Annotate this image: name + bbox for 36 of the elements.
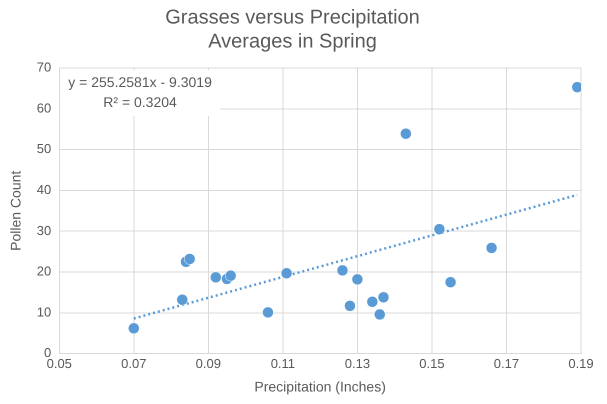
point <box>352 274 364 286</box>
x-tick-label: 0.19 <box>568 356 594 371</box>
annotation: y = 255.2581x - 9.3019 <box>68 74 212 90</box>
y-tick-label: 20 <box>36 264 52 279</box>
point <box>336 264 348 276</box>
x-tick-label: 0.15 <box>419 356 445 371</box>
x-axis-title: Precipitation (Inches) <box>254 378 386 394</box>
point <box>344 300 356 312</box>
x-tick-label: 0.13 <box>344 356 370 371</box>
point <box>128 322 140 334</box>
x-tick-label: 0.17 <box>494 356 520 371</box>
point <box>184 253 196 265</box>
point <box>434 223 446 235</box>
point <box>280 267 292 279</box>
x-tick-label: 0.09 <box>196 356 221 371</box>
y-axis-title: Pollen Count <box>7 170 24 251</box>
point <box>366 296 378 308</box>
y-tick-label: 70 <box>36 60 52 75</box>
annotation: R² = 0.3204 <box>103 94 178 110</box>
y-tick-label: 40 <box>36 182 52 197</box>
y-tick-label: 10 <box>36 304 52 320</box>
point <box>374 308 386 320</box>
point <box>378 292 390 304</box>
point <box>444 276 456 288</box>
x-tick-label: 0.11 <box>270 356 296 371</box>
y-tick-label: 30 <box>36 222 52 238</box>
point <box>400 128 412 140</box>
point <box>224 270 236 282</box>
y-tick-label: 60 <box>36 100 52 116</box>
point <box>262 306 274 318</box>
x-tick-label: 0.07 <box>121 356 146 371</box>
point <box>210 272 222 284</box>
point <box>486 242 498 254</box>
point <box>176 294 188 306</box>
y-tick-label: 50 <box>36 141 52 156</box>
chart-title: Grasses versus Precipitation Averages in Spring <box>165 6 420 53</box>
